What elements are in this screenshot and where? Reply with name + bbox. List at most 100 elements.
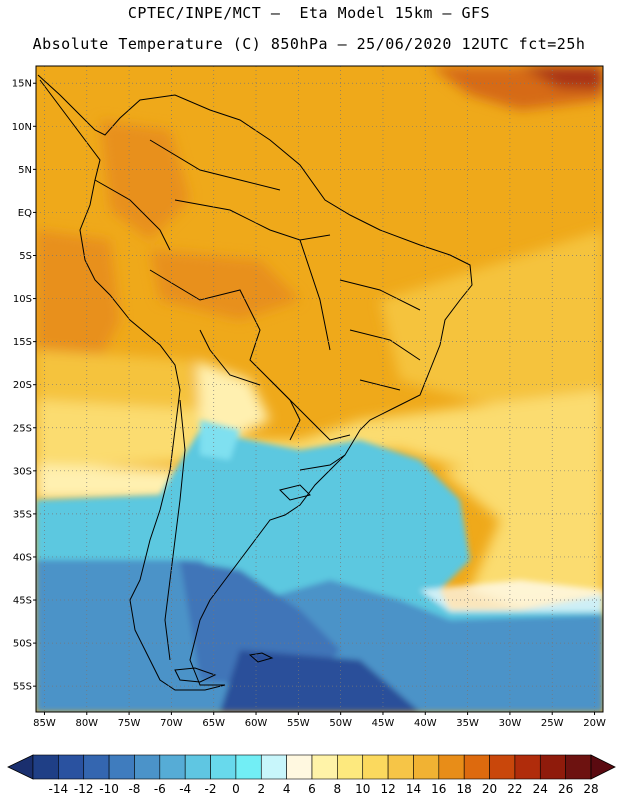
border-uruguay bbox=[299, 454, 346, 471]
field-light-cyan-chaco bbox=[200, 420, 240, 460]
border-bolivia bbox=[199, 329, 261, 386]
lat-tick-label: 30S bbox=[13, 466, 32, 477]
falkland-islands bbox=[248, 652, 274, 663]
colorbar-label: 0 bbox=[232, 782, 240, 796]
colorbar-label: -14 bbox=[49, 782, 69, 796]
colorbar-swatch bbox=[260, 754, 287, 780]
colorbar-label: -2 bbox=[205, 782, 217, 796]
lon-tick-label: 35W bbox=[456, 718, 479, 729]
field-front-tongue bbox=[420, 580, 603, 612]
colorbar-label: 28 bbox=[583, 782, 598, 796]
south-america-coastline bbox=[37, 74, 473, 691]
lat-tick-label: EQ bbox=[18, 208, 32, 219]
lon-tick-label: 45W bbox=[372, 718, 395, 729]
colorbar-swatch bbox=[438, 754, 465, 780]
colorbar-label: 24 bbox=[533, 782, 548, 796]
colorbar-right-arrow bbox=[590, 754, 616, 780]
colorbar-label: -12 bbox=[74, 782, 94, 796]
lat-tick-label: 5S bbox=[19, 251, 32, 262]
colorbar-swatch bbox=[387, 754, 414, 780]
lat-tick-label: 20S bbox=[13, 380, 32, 391]
colorbar-label: 16 bbox=[431, 782, 446, 796]
colorbar-swatch bbox=[413, 754, 440, 780]
colorbar-label: -8 bbox=[128, 782, 140, 796]
lon-tick-label: 55W bbox=[287, 718, 310, 729]
border-brazil-west bbox=[149, 269, 351, 441]
border-colombia-peru bbox=[94, 179, 171, 251]
colorbar-swatch bbox=[337, 754, 364, 780]
colorbar-label: -4 bbox=[179, 782, 191, 796]
colorbar-label: 18 bbox=[457, 782, 472, 796]
colorbar-swatch bbox=[58, 754, 85, 780]
temperature-field bbox=[36, 66, 603, 712]
coordinate-grid bbox=[36, 66, 603, 712]
lat-tick-label: 55S bbox=[13, 682, 32, 693]
colorbar-label: 2 bbox=[257, 782, 265, 796]
plot-frame bbox=[35, 65, 604, 713]
colorbar-swatch bbox=[463, 754, 490, 780]
lat-tick-label: 35S bbox=[13, 509, 32, 520]
colorbar-swatch bbox=[210, 754, 237, 780]
colorbar-label: 4 bbox=[283, 782, 291, 796]
colorbar-swatch bbox=[108, 754, 135, 780]
colorbar-label: 8 bbox=[334, 782, 342, 796]
colorbar-label: 6 bbox=[308, 782, 316, 796]
lat-tick-label: 25S bbox=[13, 423, 32, 434]
field-gold-atlantic bbox=[380, 230, 603, 420]
map-title-line-2: Absolute Temperature (C) 850hPa – 25/06/… bbox=[32, 35, 586, 53]
colorbar-label: -6 bbox=[154, 782, 166, 796]
colorbar-swatch bbox=[539, 754, 566, 780]
map-title-line-1: CPTEC/INPE/MCT – Eta Model 15km – GFS bbox=[127, 4, 491, 22]
lon-tick-label: 85W bbox=[33, 718, 56, 729]
colorbar-label: 20 bbox=[482, 782, 497, 796]
colorbar-swatch bbox=[32, 754, 59, 780]
border-venezuela bbox=[149, 139, 281, 191]
field-orange-amazon bbox=[150, 250, 300, 320]
colorbar-label: 14 bbox=[406, 782, 421, 796]
colorbar-swatch bbox=[159, 754, 186, 780]
lat-tick-label: 10N bbox=[12, 122, 32, 133]
field-pale-west bbox=[36, 465, 180, 500]
colorbar-swatch bbox=[184, 754, 211, 780]
lat-tick-label: 40S bbox=[13, 552, 32, 563]
lat-tick-label: 15S bbox=[13, 337, 32, 348]
colorbar-swatch bbox=[514, 754, 541, 780]
colorbar-label: 22 bbox=[507, 782, 522, 796]
colorbar-swatch bbox=[235, 754, 262, 780]
lon-tick-label: 75W bbox=[118, 718, 141, 729]
colorbar-swatch bbox=[311, 754, 338, 780]
field-coldest-south bbox=[220, 650, 420, 712]
temperature-colorbar: -14 -12 -10 -8 -6 -4 -2 0 2 4 6 8 10 12 14 16 18 20 22 24 26… bbox=[7, 754, 616, 796]
colorbar-label: 26 bbox=[558, 782, 573, 796]
border-paraguay bbox=[269, 379, 301, 441]
field-orange-pacific bbox=[36, 230, 120, 360]
brazil-states bbox=[299, 239, 421, 391]
lat-tick-label: 45S bbox=[13, 596, 32, 607]
tierra-del-fuego bbox=[174, 667, 217, 683]
field-very-hot-corner bbox=[520, 66, 603, 90]
coastlines-and-borders bbox=[37, 74, 473, 691]
colorbar-label: 12 bbox=[380, 782, 395, 796]
field-yellow-east bbox=[440, 460, 603, 610]
axis-ticks: 15N 10N 5N EQ 5S 10S 15S 20S 25S 30S 35S 40S 45S 50S 5… bbox=[12, 79, 606, 729]
colorbar-swatch bbox=[489, 754, 516, 780]
colorbar-swatch bbox=[362, 754, 389, 780]
colorbar-swatch bbox=[565, 754, 592, 780]
lat-tick-label: 50S bbox=[13, 639, 32, 650]
lat-tick-label: 10S bbox=[13, 294, 32, 305]
colorbar-swatch bbox=[286, 754, 313, 780]
lon-tick-label: 60W bbox=[245, 718, 268, 729]
field-pale-plateau bbox=[195, 360, 270, 440]
lat-tick-label: 5N bbox=[18, 165, 32, 176]
lon-tick-label: 30W bbox=[499, 718, 522, 729]
lon-tick-label: 50W bbox=[329, 718, 352, 729]
colorbar-label: -10 bbox=[99, 782, 119, 796]
lon-tick-label: 65W bbox=[202, 718, 225, 729]
border-argentina-chile bbox=[164, 399, 186, 661]
lon-tick-label: 20W bbox=[583, 718, 606, 729]
colorbar-left-arrow bbox=[7, 754, 34, 780]
lon-tick-label: 80W bbox=[75, 718, 98, 729]
lon-tick-label: 25W bbox=[541, 718, 564, 729]
border-brazil-north bbox=[174, 199, 331, 241]
